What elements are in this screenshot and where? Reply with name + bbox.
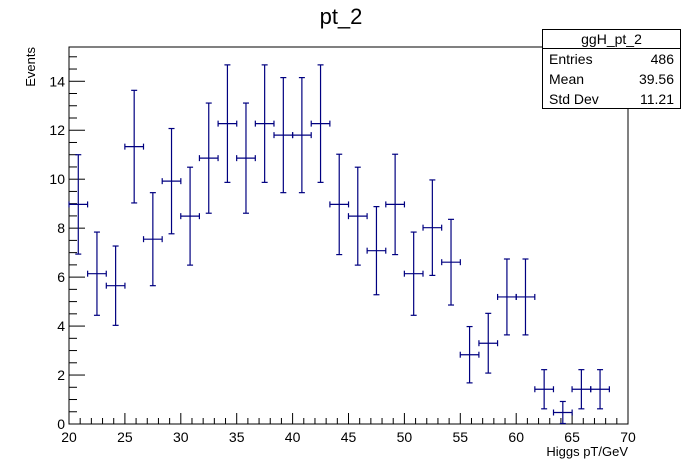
data-point bbox=[366, 206, 387, 296]
data-point bbox=[291, 77, 312, 194]
x-tick-label: 25 bbox=[117, 429, 133, 445]
stats-value: 486 bbox=[650, 51, 674, 67]
x-tick-label: 35 bbox=[229, 429, 245, 445]
data-point bbox=[590, 369, 610, 410]
data-point bbox=[198, 102, 219, 214]
stats-value: 39.56 bbox=[638, 71, 674, 87]
data-point bbox=[403, 231, 424, 316]
y-axis-label: Events bbox=[23, 47, 38, 87]
axis-ticks: 20 25 30 35 40 45 50 55 60 65 70 0 2 4 6 8 10 12 14 bbox=[49, 56, 636, 445]
data-point bbox=[254, 64, 275, 183]
data-point bbox=[217, 64, 238, 183]
chart-title: pt_2 bbox=[320, 4, 363, 29]
y-tick-label: 8 bbox=[57, 220, 65, 236]
data-point bbox=[180, 166, 200, 266]
data-point bbox=[534, 369, 555, 410]
data-point bbox=[385, 153, 406, 256]
stats-value: 11.21 bbox=[640, 91, 674, 107]
stats-box: ggH_pt_2 Entries 486 Mean 39.56 Std Dev … bbox=[542, 29, 681, 109]
x-tick-label: 70 bbox=[620, 429, 636, 445]
y-tick-label: 4 bbox=[57, 318, 65, 334]
data-points bbox=[68, 64, 610, 425]
data-point bbox=[497, 258, 517, 336]
y-tick-label: 2 bbox=[57, 367, 65, 383]
data-point bbox=[552, 400, 573, 425]
stats-label: Std Dev bbox=[549, 91, 599, 107]
y-tick-label: 12 bbox=[49, 122, 65, 138]
data-point bbox=[161, 127, 182, 235]
x-tick-label: 65 bbox=[564, 429, 580, 445]
stats-label: Mean bbox=[549, 71, 585, 87]
data-point bbox=[87, 231, 107, 316]
data-point bbox=[68, 154, 89, 255]
data-point bbox=[329, 153, 350, 256]
x-axis-label: Higgs pT/GeV bbox=[546, 444, 628, 459]
x-tick-label: 60 bbox=[508, 429, 524, 445]
stats-label: Entries bbox=[549, 51, 593, 67]
x-tick-label: 20 bbox=[61, 429, 77, 445]
data-point bbox=[273, 77, 294, 194]
stats-row-mean: Mean 39.56 bbox=[543, 69, 680, 89]
data-point bbox=[236, 102, 256, 214]
y-tick-label: 14 bbox=[49, 73, 65, 89]
data-point bbox=[142, 192, 163, 287]
data-point bbox=[422, 179, 443, 277]
stats-title: ggH_pt_2 bbox=[543, 30, 680, 49]
x-tick-label: 50 bbox=[397, 429, 413, 445]
data-point bbox=[347, 166, 368, 266]
data-point bbox=[478, 312, 499, 374]
y-tick-label: 0 bbox=[57, 416, 65, 432]
x-tick-label: 45 bbox=[341, 429, 357, 445]
stats-row-stddev: Std Dev 11.21 bbox=[543, 89, 680, 109]
data-point bbox=[310, 64, 331, 183]
x-tick-label: 40 bbox=[285, 429, 301, 445]
x-tick-label: 30 bbox=[173, 429, 189, 445]
y-tick-label: 6 bbox=[57, 269, 65, 285]
x-tick-label: 55 bbox=[453, 429, 469, 445]
data-point bbox=[441, 218, 461, 306]
y-tick-label: 10 bbox=[49, 171, 65, 187]
data-point bbox=[105, 245, 126, 326]
data-point bbox=[459, 325, 480, 384]
stats-row-entries: Entries 486 bbox=[543, 49, 680, 69]
data-point bbox=[571, 369, 592, 410]
data-point bbox=[124, 89, 145, 204]
data-point bbox=[515, 258, 536, 336]
